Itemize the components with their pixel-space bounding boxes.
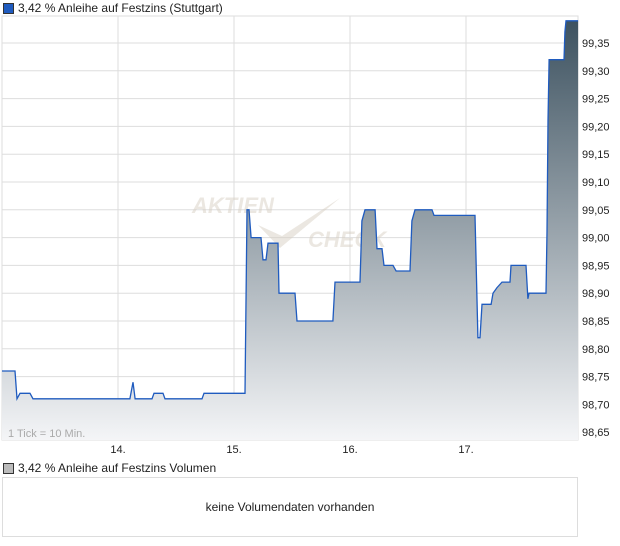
- y-tick-label: 99,20: [582, 121, 610, 133]
- x-tick-label: 17.: [458, 444, 473, 456]
- tick-note: 1 Tick = 10 Min.: [8, 428, 85, 440]
- price-area: [2, 20, 579, 441]
- volume-message: keine Volumendaten vorhanden: [205, 500, 375, 514]
- y-tick-label: 99,10: [582, 177, 610, 189]
- volume-legend: 3,42 % Anleihe auf Festzins Volumen: [3, 461, 216, 475]
- y-tick-label: 98,80: [582, 344, 610, 356]
- price-line: [2, 20, 579, 402]
- volume-legend-swatch: [3, 462, 14, 474]
- y-tick-label: 98,95: [582, 260, 610, 272]
- y-tick-label: 99,35: [582, 38, 610, 50]
- y-tick-label: 98,70: [582, 399, 610, 411]
- x-tick-label: 14.: [110, 444, 125, 456]
- y-tick-label: 98,75: [582, 372, 610, 384]
- y-tick-label: 99,25: [582, 94, 610, 106]
- price-chart: 98,65 98,70 98,75 98,80 98,85 98,90 98,95 99,00…: [1, 15, 610, 456]
- x-tick-label: 15.: [226, 444, 241, 456]
- y-tick-label: 99,15: [582, 149, 610, 161]
- price-legend-label: 3,42 % Anleihe auf Festzins (Stuttgart): [18, 1, 223, 15]
- y-tick-label: 98,85: [582, 316, 610, 328]
- volume-legend-label: 3,42 % Anleihe auf Festzins Volumen: [18, 461, 217, 475]
- y-tick-label: 99,05: [582, 205, 610, 217]
- svg-text:AKTIEN: AKTIEN: [191, 193, 275, 218]
- price-legend-swatch: [3, 2, 14, 14]
- y-tick-label: 98,90: [582, 288, 610, 300]
- x-tick-label: 16.: [342, 444, 357, 456]
- y-tick-label: 99,00: [582, 233, 610, 245]
- y-tick-label: 99,30: [582, 66, 610, 78]
- price-legend: 3,42 % Anleihe auf Festzins (Stuttgart): [3, 1, 223, 15]
- y-tick-label: 98,65: [582, 427, 610, 439]
- volume-chart: keine Volumendaten vorhanden: [2, 477, 578, 537]
